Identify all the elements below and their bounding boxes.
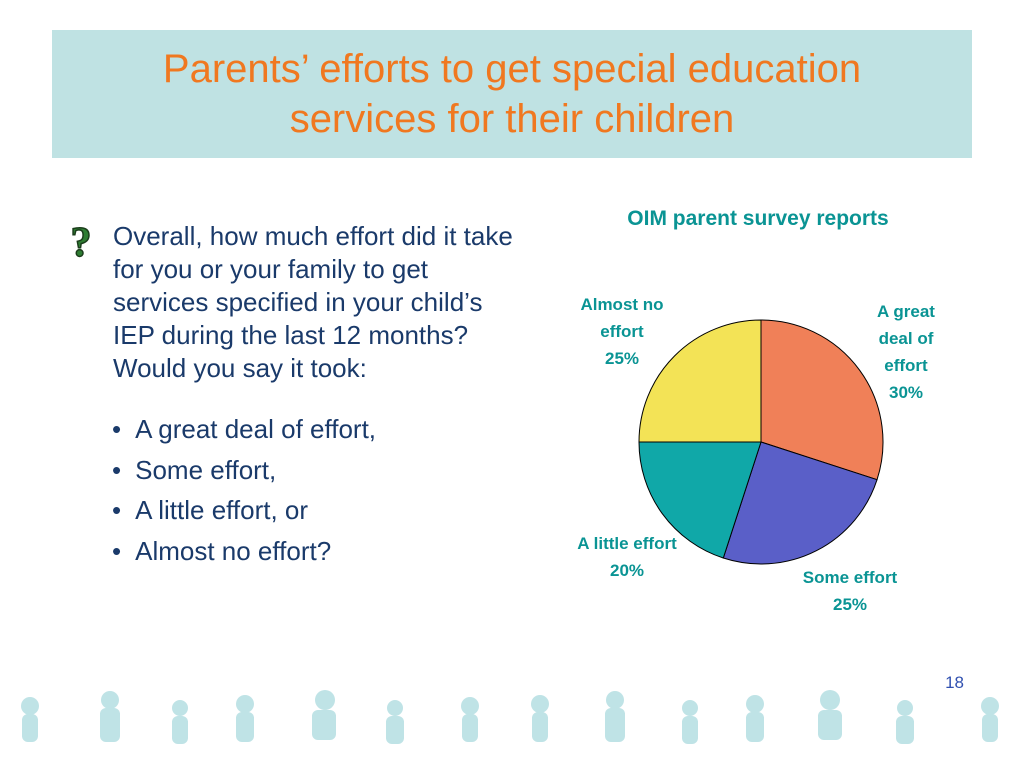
chart-title: OIM parent survey reports [627,207,889,230]
slice-label: A great deal of effort 30% [851,298,961,406]
value-label: 25% [832,595,868,614]
bullet-list: A great deal of effort, Some effort, A l… [112,414,376,576]
bullet: Almost no effort? [112,536,376,577]
category-label: Almost no effort [580,295,664,341]
value-label: 30% [888,383,924,402]
category-label: Some effort [802,568,898,587]
slice-label: A little effort 20% [572,530,682,584]
category-label: A great deal of effort [877,302,935,375]
slice-label: Some effort 25% [795,564,905,618]
slice-label: Almost no effort 25% [567,291,677,372]
question-icon: ? [70,222,93,262]
page-number: 18 [945,673,964,692]
bullet: A great deal of effort, [112,414,376,455]
question-text: Overall, how much effort did it take for… [113,221,513,383]
value-label: 25% [604,349,640,368]
svg-text:?: ? [71,222,92,262]
decoration [21,690,999,744]
category-label: A little effort [577,534,677,553]
pie-slice [638,319,762,443]
pie-slice [722,441,878,565]
slide-title: Parents’ efforts to get special educatio… [162,47,862,141]
pie-slice [760,319,884,481]
bullet: Some effort, [112,455,376,496]
title-box: Parents’ efforts to get special educatio… [52,30,972,158]
value-label: 20% [609,561,645,580]
bullet: A little effort, or [112,495,376,536]
pie-slice [638,441,762,559]
